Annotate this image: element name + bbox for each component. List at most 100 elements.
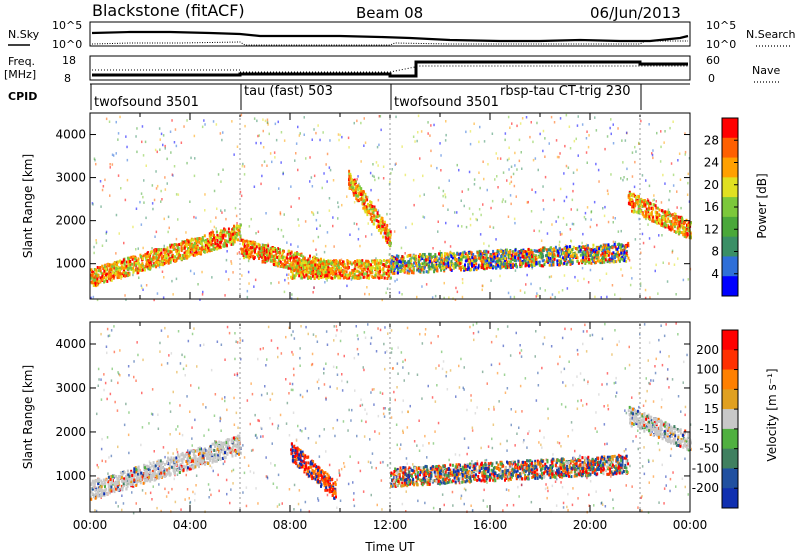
echo-pixel [369,265,371,269]
echo-pixel [283,255,286,259]
echo-pixel [686,233,689,237]
echo-pixel [319,272,321,275]
echo-pixel [632,202,635,206]
echo-pixel [551,255,554,259]
echo-pixel [526,263,529,267]
echo-pixel [320,260,323,264]
echo-pixel [348,260,351,264]
echo-pixel [454,253,457,257]
echo-pixel [400,351,403,354]
echo-pixel [381,221,384,225]
echo-pixel [562,256,565,260]
echo-pixel [628,192,631,196]
echo-pixel [386,240,389,244]
echo-pixel [635,150,637,153]
echo-pixel [101,244,104,247]
echo-pixel [141,391,143,395]
echo-pixel [193,248,196,252]
echo-pixel [478,253,481,257]
echo-pixel [180,508,182,511]
echo-pixel [651,153,654,157]
echo-pixel [621,274,624,277]
echo-pixel [490,263,493,267]
colorbar-swatch [722,276,738,297]
echo-pixel [299,268,302,272]
echo-pixel [558,263,561,267]
echo-pixel [515,262,517,266]
echo-pixel [557,215,560,219]
echo-pixel [321,267,323,271]
echo-pixel [160,251,163,254]
echo-pixel [265,259,268,263]
echo-pixel [314,263,317,267]
echo-pixel [213,225,216,229]
echo-pixel [210,242,213,246]
echo-pixel [495,252,497,256]
echo-pixel [390,267,393,271]
echo-pixel [181,241,184,245]
echo-pixel [673,219,676,223]
echo-pixel [215,235,218,239]
echo-pixel [321,265,324,269]
echo-pixel [531,255,534,259]
echo-pixel [627,194,630,198]
echo-pixel [471,264,473,268]
echo-pixel [209,232,212,236]
echo-pixel [678,232,681,236]
echo-pixel [604,253,607,257]
echo-pixel [581,123,584,126]
echo-pixel [466,254,469,257]
echo-pixel [527,200,529,204]
echo-pixel [685,231,688,235]
echo-pixel [412,271,415,275]
echo-pixel [160,254,163,258]
echo-pixel [338,263,340,266]
echo-pixel [652,156,654,160]
freq-trace [92,60,688,78]
nsearch-tick-top: 10^5 [706,19,736,32]
echo-pixel [593,251,596,254]
echo-pixel [458,266,461,270]
echo-pixel [628,345,630,349]
echo-pixel [167,215,170,219]
echo-pixel [136,150,138,154]
echo-pixel [109,163,111,166]
echo-pixel [379,218,382,222]
echo-pixel [217,236,220,240]
echo-pixel [416,264,419,267]
echo-pixel [564,255,567,259]
echo-pixel [351,181,354,185]
echo-pixel [224,294,226,297]
echo-pixel [668,262,670,265]
echo-pixel [530,250,533,254]
echo-pixel [356,277,359,280]
echo-pixel [531,267,533,270]
echo-pixel [236,228,239,232]
echo-pixel [415,262,418,265]
echo-pixel [456,163,458,167]
echo-pixel [636,200,639,204]
echo-pixel [257,252,260,256]
echo-pixel [265,250,268,254]
echo-pixel [449,266,452,270]
echo-pixel [649,202,652,205]
echo-pixel [641,200,643,204]
echo-pixel [144,252,147,256]
echo-pixel [235,226,238,230]
echo-pixel [195,250,198,254]
echo-pixel [178,432,181,435]
echo-pixel [528,256,530,260]
echo-pixel [566,251,569,255]
echo-pixel [542,248,545,252]
echo-pixel [283,290,286,294]
echo-pixel [239,223,242,227]
echo-pixel [404,252,406,255]
echo-pixel [357,175,359,178]
echo-pixel [284,278,286,282]
echo-pixel [183,251,186,255]
echo-pixel [262,129,264,133]
echo-pixel [343,462,345,465]
echo-pixel [671,249,674,253]
echo-pixel [189,250,192,254]
echo-pixel [615,254,618,258]
